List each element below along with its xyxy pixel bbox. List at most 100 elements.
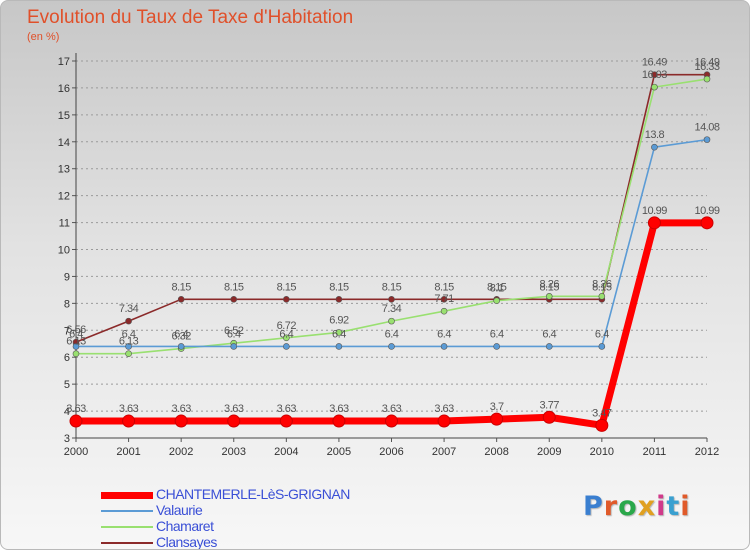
data-label: 10.99 <box>694 205 719 217</box>
data-label: 3.63 <box>382 403 402 415</box>
data-label: 3.7 <box>490 401 504 413</box>
data-label: 16.49 <box>694 57 719 69</box>
data-label: 8.15 <box>329 281 349 293</box>
data-label: 6.4 <box>385 328 399 340</box>
data-label: 6.4 <box>490 328 504 340</box>
data-label: 8.15 <box>171 281 191 293</box>
data-point <box>72 343 80 350</box>
data-point <box>700 216 714 230</box>
data-label: 3.47 <box>592 407 612 419</box>
data-point <box>440 307 448 315</box>
data-label: 13.8 <box>645 129 665 141</box>
data-point <box>174 414 188 428</box>
data-point <box>595 418 609 432</box>
chart-unit-label: (en %) <box>27 31 60 43</box>
data-point <box>230 343 238 350</box>
data-label: 6.4 <box>437 328 451 340</box>
x-tick-label: 2001 <box>116 446 140 458</box>
data-label: 6.56 <box>66 324 86 336</box>
data-point <box>388 343 395 350</box>
data-point <box>703 75 711 83</box>
data-label: 8.26 <box>540 278 560 290</box>
data-point <box>703 136 711 143</box>
x-tick-label: 2007 <box>432 446 456 458</box>
data-label: 6.92 <box>329 314 349 326</box>
data-point <box>493 343 500 350</box>
data-label: 7.34 <box>382 303 402 315</box>
data-label: 6.4 <box>542 328 556 340</box>
legend-swatch <box>101 542 153 544</box>
data-point <box>177 343 185 350</box>
data-point <box>542 410 556 424</box>
data-label: 6.13 <box>119 336 139 348</box>
data-label: 8.15 <box>224 281 244 293</box>
x-tick-label: 2002 <box>169 446 193 458</box>
y-tick-label: 6 <box>64 352 70 364</box>
data-label: 3.63 <box>434 403 454 415</box>
data-label: 8.15 <box>382 281 402 293</box>
x-tick-label: 2006 <box>379 446 403 458</box>
chart-title: Evolution du Taux de Taxe d'Habitation <box>27 7 354 28</box>
y-tick-label: 16 <box>58 83 70 95</box>
y-tick-label: 9 <box>64 271 70 283</box>
data-label: 6.72 <box>277 320 297 332</box>
x-tick-label: 2000 <box>64 446 88 458</box>
y-tick-label: 4 <box>64 406 70 418</box>
data-point <box>69 414 83 428</box>
data-point <box>651 71 658 79</box>
x-tick-label: 2008 <box>484 446 508 458</box>
y-tick-label: 13 <box>58 164 70 176</box>
y-tick-label: 11 <box>59 218 70 230</box>
y-tick-label: 7 <box>64 325 70 337</box>
series-line-1 <box>75 138 708 348</box>
data-point <box>122 414 136 428</box>
data-label: 10.99 <box>642 205 667 217</box>
data-label: 6.4 <box>227 328 241 340</box>
x-tick-label: 2004 <box>274 446 298 458</box>
y-tick-label: 15 <box>58 110 70 122</box>
data-label: 6.4 <box>332 328 346 340</box>
data-label: 8.15 <box>540 281 560 293</box>
y-tick-label: 17 <box>58 56 70 68</box>
data-label: 3.63 <box>119 403 139 415</box>
x-tick-label: 2012 <box>695 446 719 458</box>
data-point <box>230 296 238 303</box>
data-point <box>125 343 132 350</box>
y-tick-label: 5 <box>64 379 70 391</box>
data-point <box>177 296 185 303</box>
data-point <box>598 343 606 350</box>
data-point <box>545 343 553 350</box>
data-point <box>335 296 343 303</box>
data-point <box>651 83 658 91</box>
x-tick-label: 2005 <box>327 446 351 458</box>
data-label: 8.15 <box>592 281 612 293</box>
data-label: 16.49 <box>642 57 667 69</box>
data-point <box>283 334 290 342</box>
data-point <box>335 329 343 336</box>
data-label: 8.15 <box>277 281 297 293</box>
data-point <box>440 296 448 303</box>
legend-label: Clansayes <box>156 534 217 550</box>
data-label: 6.4 <box>595 328 609 340</box>
y-tick-label: 14 <box>58 137 70 149</box>
proxiti-logo: Proxiti <box>583 491 691 522</box>
data-label: 6.32 <box>171 331 191 343</box>
data-label: 7.34 <box>119 303 139 315</box>
data-point <box>279 414 293 428</box>
data-label: 16.33 <box>694 61 719 73</box>
data-label: 14.08 <box>694 122 719 134</box>
data-label: 3.63 <box>66 403 86 415</box>
data-label: 6.4 <box>69 328 83 340</box>
data-label: 8.15 <box>434 281 454 293</box>
data-label: 8.15 <box>487 281 507 293</box>
legend-swatch <box>101 491 153 499</box>
data-point <box>598 293 606 300</box>
data-label: 6.4 <box>174 328 188 340</box>
x-tick-label: 2003 <box>222 446 246 458</box>
data-point <box>125 350 132 358</box>
data-label: 8.26 <box>592 278 612 290</box>
data-point <box>283 296 290 303</box>
data-point <box>647 216 661 230</box>
data-label: 7.71 <box>434 293 454 305</box>
